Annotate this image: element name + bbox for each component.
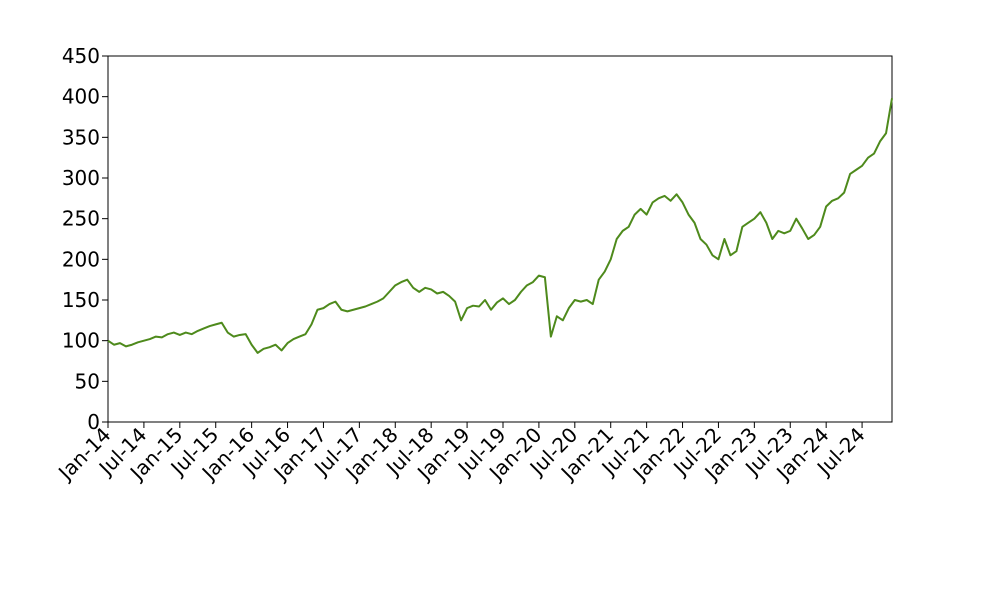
y-tick-label: 450 bbox=[62, 44, 100, 68]
y-tick-label: 0 bbox=[87, 410, 100, 434]
y-tick-label: 200 bbox=[62, 247, 100, 271]
y-tick-label: 50 bbox=[75, 369, 100, 393]
y-tick-label: 400 bbox=[62, 85, 100, 109]
y-tick-label: 100 bbox=[62, 329, 100, 353]
y-tick-label: 150 bbox=[62, 288, 100, 312]
y-tick-label: 350 bbox=[62, 125, 100, 149]
y-tick-label: 250 bbox=[62, 207, 100, 231]
y-tick-label: 300 bbox=[62, 166, 100, 190]
plot-frame bbox=[107, 55, 893, 423]
data-line bbox=[107, 98, 893, 354]
